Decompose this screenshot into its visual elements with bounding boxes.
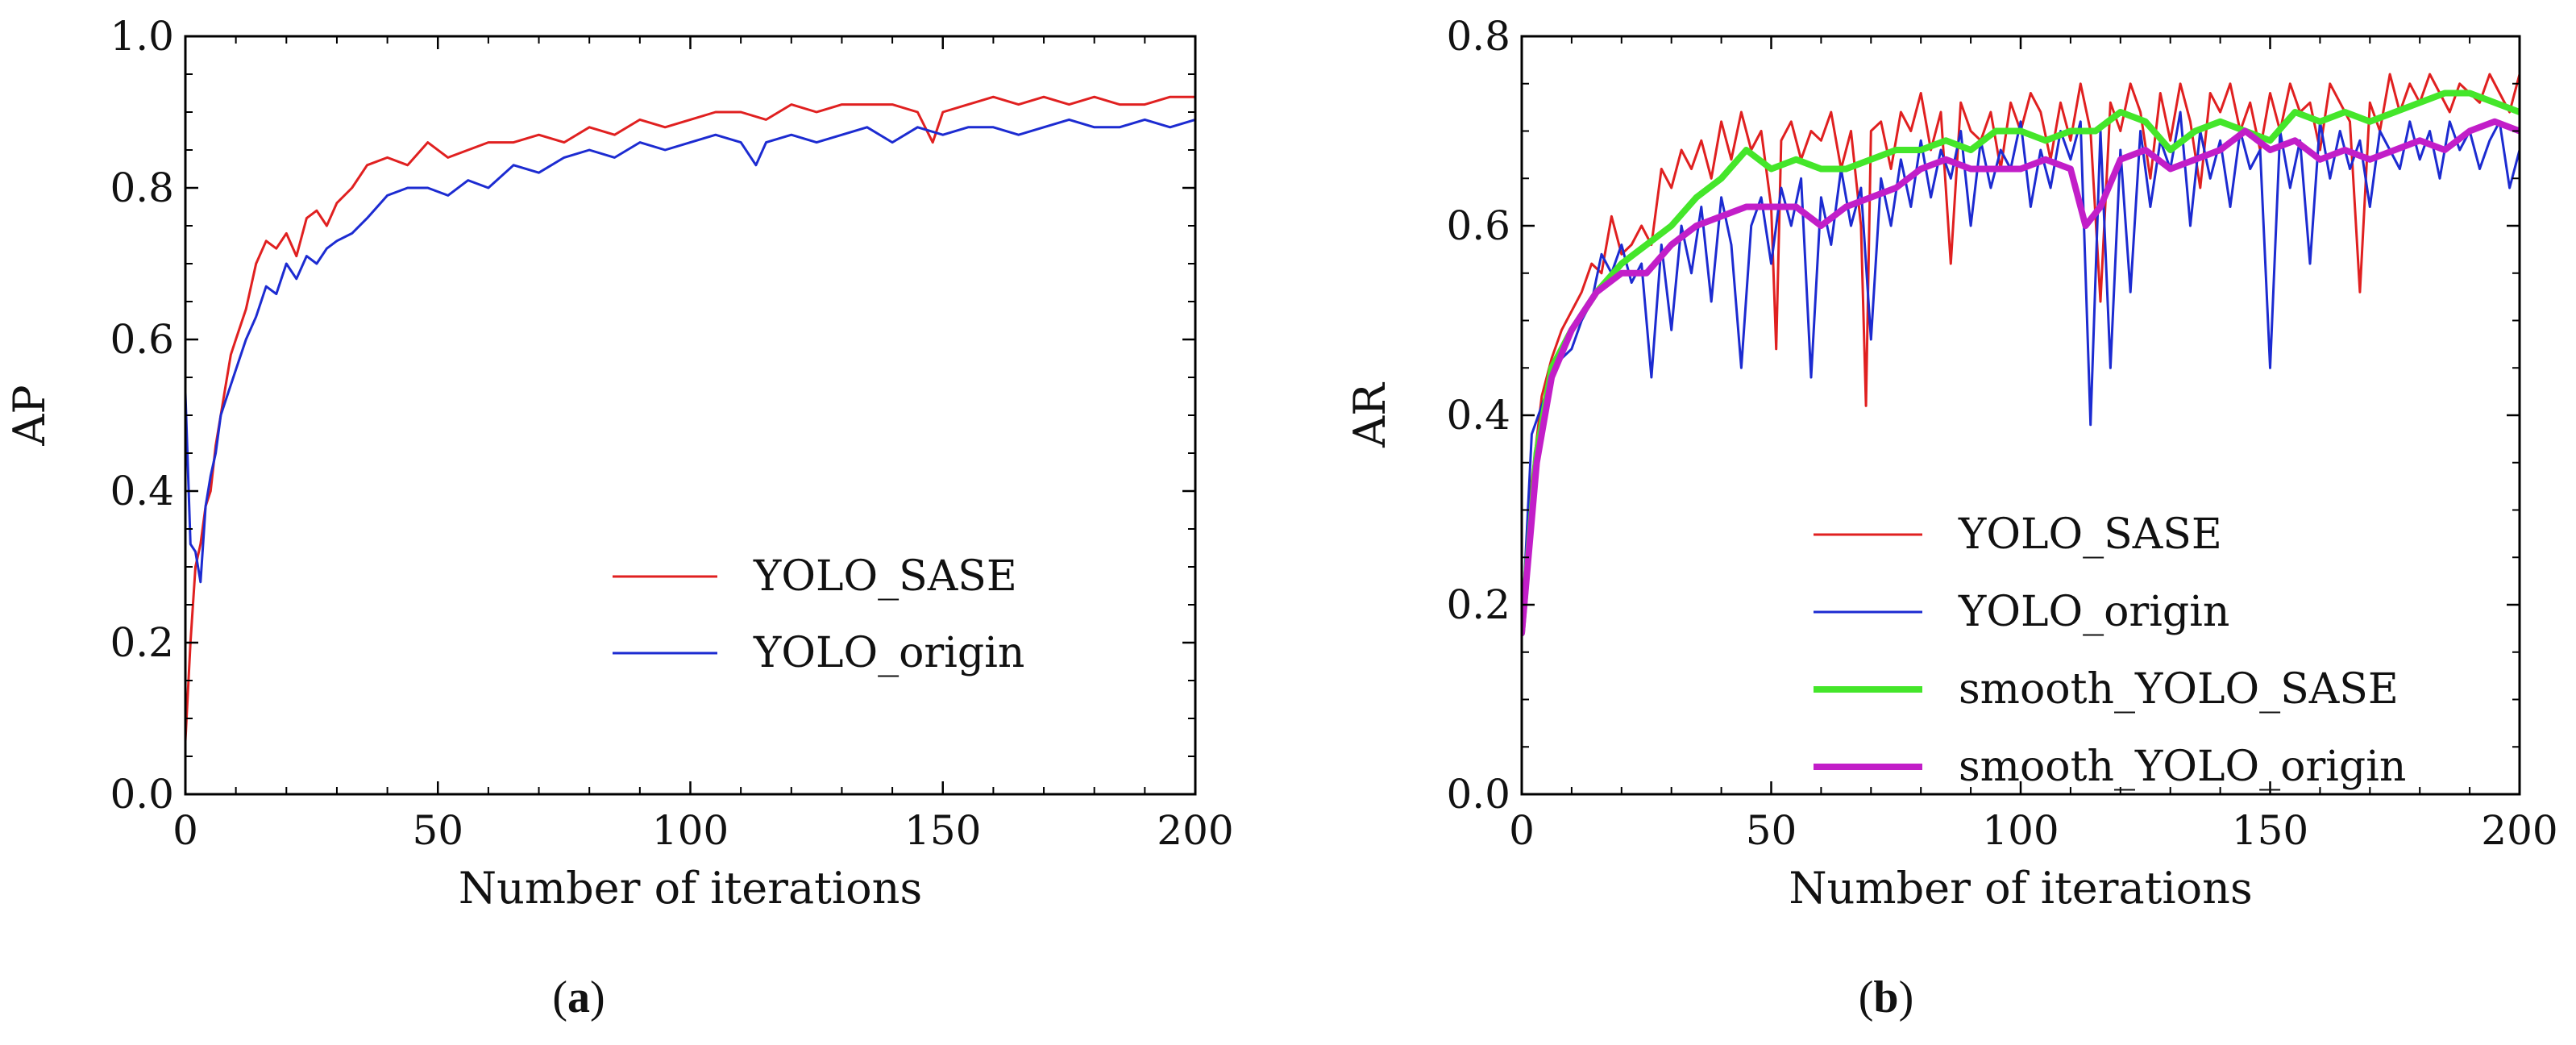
y-tick-label: 0.8 (110, 164, 174, 211)
y-tick-label: 0.6 (1446, 202, 1510, 249)
x-tick-label: 50 (412, 807, 463, 854)
legend-label: YOLO_origin (1958, 588, 2229, 636)
y-tick-label: 1.0 (110, 13, 174, 60)
series-line-yolo-sase (185, 95, 1195, 743)
legend-label: smooth_YOLO_SASE (1959, 665, 2399, 714)
legend-label: smooth_YOLO_origin (1959, 743, 2406, 791)
x-tick-label: 150 (904, 807, 981, 854)
x-axis-label: Number of iterations (459, 863, 922, 914)
y-tick-label: 0.2 (110, 619, 174, 666)
y-axis-label: AR (1344, 382, 1395, 448)
x-tick-label: 0 (172, 807, 198, 854)
caption-a: (a) (552, 972, 605, 1022)
x-tick-label: 150 (2232, 807, 2308, 854)
series-line-yolo-origin (1522, 110, 2520, 635)
y-tick-label: 0.4 (110, 468, 174, 514)
x-tick-label: 0 (1509, 807, 1535, 854)
chart-ap: 0 50 100 150 200 0.0 0.2 0.4 0.6 0.8 1.0 Number of … (4, 13, 1234, 914)
series-line-smooth-yolo-sase (1522, 90, 2520, 637)
x-tick-label: 200 (2481, 807, 2557, 854)
y-tick-label: 0.2 (1446, 581, 1510, 628)
legend-label: YOLO_SASE (1958, 510, 2222, 559)
x-tick-label: 100 (1982, 807, 2059, 854)
x-tick-label: 100 (652, 807, 729, 854)
series-line-smooth-yolo-origin (1522, 118, 2520, 637)
y-tick-label: 0.4 (1446, 392, 1510, 439)
legend-label: YOLO_origin (753, 629, 1024, 677)
caption-b: (b) (1859, 972, 1913, 1022)
y-axis-label: AP (4, 385, 55, 446)
x-tick-label: 200 (1157, 807, 1233, 854)
y-tick-label: 0.8 (1446, 13, 1510, 60)
y-tick-label: 0.0 (110, 771, 174, 818)
x-tick-label: 50 (1746, 807, 1797, 854)
x-axis-label: Number of iterations (1789, 863, 2252, 914)
legend-label: YOLO_SASE (753, 552, 1017, 601)
y-tick-label: 0.6 (110, 316, 174, 363)
chart-ar: 0 50 100 150 200 0.0 0.2 0.4 0.6 0.8 Number of ite… (1344, 13, 2558, 914)
series-line-yolo-sase (1522, 73, 2520, 625)
series-line-yolo-origin (185, 118, 1195, 584)
axes-frame (184, 35, 1197, 796)
y-tick-label: 0.0 (1446, 771, 1510, 818)
